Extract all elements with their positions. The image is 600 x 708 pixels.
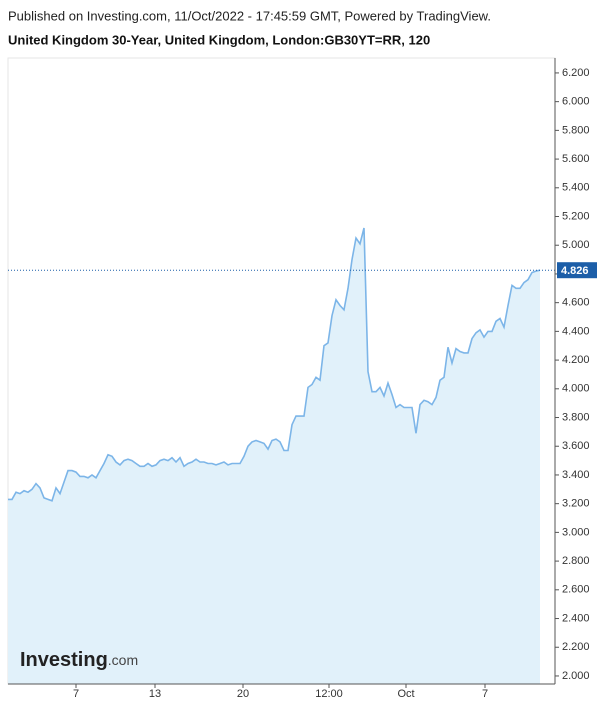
y-tick-label: 3.000 [562,526,590,538]
x-tick-label: 13 [149,688,161,700]
y-tick-label: 2.600 [562,584,590,596]
y-tick-label: 3.400 [562,469,590,481]
watermark: Investing.com [20,649,138,671]
y-tick-label: 5.400 [562,182,590,194]
y-tick-label: 5.800 [562,124,590,136]
price-line [8,227,541,502]
y-tick-label: 2.000 [562,670,590,682]
y-tick-label: 5.200 [562,210,590,222]
x-tick-label: 7 [73,688,79,700]
y-tick-label: 4.200 [562,354,590,366]
y-tick-label: 4.600 [562,297,590,309]
y-tick-label: 6.200 [562,67,590,79]
y-tick-label: 3.200 [562,498,590,510]
y-tick-label: 5.000 [562,239,590,251]
watermark-name: Investing [20,649,108,671]
last-price-label: 4.826 [561,265,589,277]
x-tick-label: 20 [237,688,249,700]
y-tick-label: 4.400 [562,325,590,337]
last-price-tag [557,262,597,279]
y-tick-label: 3.600 [562,440,590,452]
y-tick-label: 2.400 [562,612,590,624]
y-tick-label: 6.000 [562,96,590,108]
y-tick-label: 4.000 [562,383,590,395]
chart-title: United Kingdom 30-Year, United Kingdom, … [8,32,430,47]
y-tick-label: 2.200 [562,641,590,653]
subtitle: Published on Investing.com, 11/Oct/2022 … [8,8,491,23]
x-tick-label: 12:00 [315,688,343,700]
y-tick-label: 2.800 [562,555,590,567]
x-tick-label: Oct [397,688,414,700]
y-tick-label: 3.800 [562,411,590,423]
y-tick-label: 5.600 [562,153,590,165]
area-fill [8,228,540,684]
watermark-suffix: .com [108,652,138,668]
x-tick-label: 7 [482,688,488,700]
